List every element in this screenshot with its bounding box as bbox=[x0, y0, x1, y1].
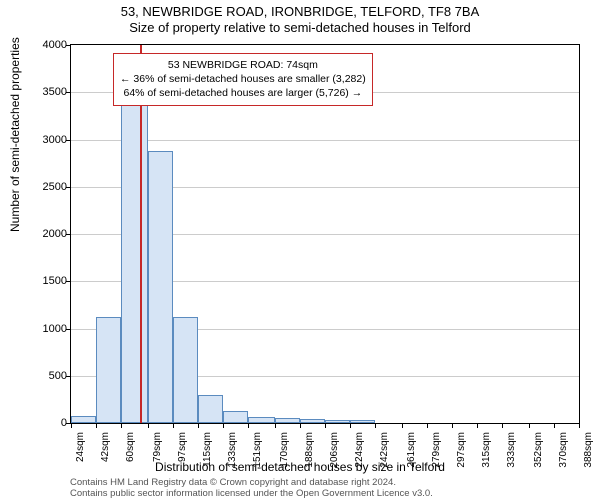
y-tick-mark bbox=[66, 329, 70, 330]
x-tick-mark bbox=[96, 424, 97, 428]
x-tick-mark bbox=[502, 424, 503, 428]
x-tick-label: 333sqm bbox=[506, 432, 517, 472]
x-tick-label: 133sqm bbox=[227, 432, 238, 472]
histogram-bar bbox=[96, 317, 121, 423]
x-tick-label: 170sqm bbox=[279, 432, 290, 472]
x-tick-mark bbox=[402, 424, 403, 428]
chart-title-address: 53, NEWBRIDGE ROAD, IRONBRIDGE, TELFORD,… bbox=[0, 4, 600, 19]
x-tick-label: 97sqm bbox=[177, 432, 188, 472]
x-tick-label: 151sqm bbox=[252, 432, 263, 472]
x-tick-mark bbox=[300, 424, 301, 428]
x-tick-label: 188sqm bbox=[304, 432, 315, 472]
property-size-chart: 53, NEWBRIDGE ROAD, IRONBRIDGE, TELFORD,… bbox=[0, 0, 600, 500]
y-tick-label: 1500 bbox=[27, 275, 67, 287]
x-tick-label: 352sqm bbox=[533, 432, 544, 472]
x-tick-label: 224sqm bbox=[354, 432, 365, 472]
y-tick-mark bbox=[66, 92, 70, 93]
x-tick-mark bbox=[350, 424, 351, 428]
x-tick-label: 79sqm bbox=[152, 432, 163, 472]
y-tick-label: 0 bbox=[27, 417, 67, 429]
y-tick-label: 2500 bbox=[27, 181, 67, 193]
x-tick-mark bbox=[452, 424, 453, 428]
histogram-bar bbox=[300, 419, 325, 423]
histogram-bar bbox=[71, 416, 96, 423]
histogram-bar bbox=[121, 97, 148, 423]
x-tick-mark bbox=[121, 424, 122, 428]
chart-subtitle: Size of property relative to semi-detach… bbox=[0, 20, 600, 35]
info-box-line: ← 36% of semi-detached houses are smalle… bbox=[120, 72, 366, 86]
histogram-bar bbox=[148, 151, 173, 423]
y-tick-mark bbox=[66, 423, 70, 424]
x-tick-mark bbox=[148, 424, 149, 428]
x-tick-label: 60sqm bbox=[125, 432, 136, 472]
y-tick-mark bbox=[66, 45, 70, 46]
x-tick-label: 24sqm bbox=[75, 432, 86, 472]
x-tick-mark bbox=[223, 424, 224, 428]
info-box-line: 53 NEWBRIDGE ROAD: 74sqm bbox=[120, 58, 366, 72]
y-tick-mark bbox=[66, 187, 70, 188]
histogram-bar bbox=[248, 417, 275, 423]
x-tick-mark bbox=[325, 424, 326, 428]
x-tick-label: 297sqm bbox=[456, 432, 467, 472]
histogram-bar bbox=[223, 411, 248, 423]
x-tick-label: 206sqm bbox=[329, 432, 340, 472]
y-axis-label: Number of semi-detached properties bbox=[8, 37, 22, 232]
x-tick-label: 370sqm bbox=[558, 432, 569, 472]
y-tick-mark bbox=[66, 234, 70, 235]
x-tick-mark bbox=[198, 424, 199, 428]
x-tick-label: 388sqm bbox=[583, 432, 594, 472]
info-box-line: 64% of semi-detached houses are larger (… bbox=[120, 86, 366, 100]
y-tick-label: 2000 bbox=[27, 228, 67, 240]
x-tick-label: 115sqm bbox=[202, 432, 213, 472]
histogram-bar bbox=[198, 395, 223, 423]
x-tick-mark bbox=[71, 424, 72, 428]
x-tick-label: 42sqm bbox=[100, 432, 111, 472]
y-tick-mark bbox=[66, 281, 70, 282]
x-tick-mark bbox=[275, 424, 276, 428]
x-tick-label: 242sqm bbox=[379, 432, 390, 472]
histogram-bar bbox=[350, 420, 375, 423]
y-tick-label: 1000 bbox=[27, 323, 67, 335]
y-tick-mark bbox=[66, 376, 70, 377]
y-tick-label: 3500 bbox=[27, 86, 67, 98]
x-tick-mark bbox=[173, 424, 174, 428]
y-tick-label: 4000 bbox=[27, 39, 67, 51]
histogram-bar bbox=[275, 418, 300, 423]
x-tick-label: 279sqm bbox=[431, 432, 442, 472]
x-tick-label: 261sqm bbox=[406, 432, 417, 472]
x-tick-mark bbox=[427, 424, 428, 428]
y-tick-label: 3000 bbox=[27, 134, 67, 146]
info-box: 53 NEWBRIDGE ROAD: 74sqm← 36% of semi-de… bbox=[113, 53, 373, 106]
x-tick-mark bbox=[375, 424, 376, 428]
footer-line-2: Contains public sector information licen… bbox=[70, 489, 433, 500]
x-tick-mark bbox=[554, 424, 555, 428]
y-tick-label: 500 bbox=[27, 370, 67, 382]
x-tick-mark bbox=[248, 424, 249, 428]
x-tick-label: 315sqm bbox=[481, 432, 492, 472]
x-tick-mark bbox=[477, 424, 478, 428]
footer-attribution: Contains HM Land Registry data © Crown c… bbox=[70, 478, 433, 500]
y-tick-mark bbox=[66, 140, 70, 141]
x-tick-mark bbox=[579, 424, 580, 428]
histogram-bar bbox=[173, 317, 198, 423]
plot-area: 53 NEWBRIDGE ROAD: 74sqm← 36% of semi-de… bbox=[70, 44, 580, 424]
x-tick-mark bbox=[529, 424, 530, 428]
histogram-bar bbox=[325, 420, 350, 423]
